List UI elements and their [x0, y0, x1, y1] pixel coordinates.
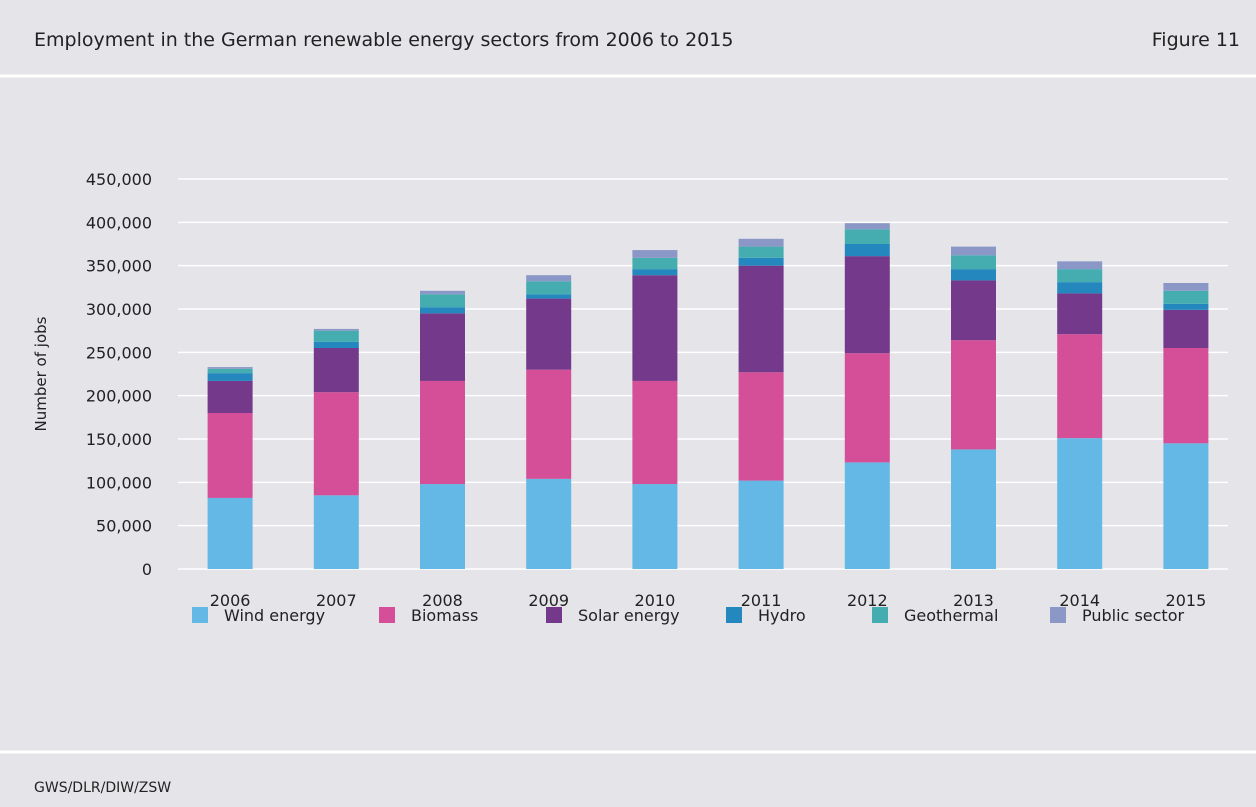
bar-segment	[951, 340, 996, 450]
legend-label: Geothermal	[904, 606, 998, 625]
bar-segment	[313, 392, 359, 496]
bar-segment	[526, 298, 572, 370]
bar-segment	[313, 495, 359, 569]
bar-segment	[207, 373, 253, 381]
bar-segment	[207, 380, 253, 413]
legend-label: Biomass	[411, 606, 478, 625]
bar-segment	[1057, 334, 1103, 439]
bar-segment	[420, 484, 465, 569]
bar-segment	[207, 413, 253, 498]
bar-segment	[738, 246, 784, 258]
bar-segment	[526, 294, 572, 299]
chart-title: Employment in the German renewable energ…	[34, 29, 733, 51]
bar-segment	[738, 238, 784, 247]
bar-segment	[951, 280, 996, 341]
bar-segment	[844, 256, 890, 354]
bar-segment	[738, 257, 784, 266]
bar-segment	[313, 341, 359, 348]
bar-segment	[844, 462, 890, 569]
legend-label: Wind energy	[224, 606, 325, 625]
bar-segment	[1057, 269, 1103, 283]
bar-segment	[951, 269, 996, 281]
bar-segment	[632, 380, 678, 485]
x-tick-label: 2014	[1059, 591, 1100, 610]
legend-swatch	[726, 607, 742, 623]
bar-segment	[738, 372, 784, 481]
x-tick-label: 2011	[741, 591, 782, 610]
y-tick-label: 150,000	[86, 430, 152, 449]
y-tick-label: 0	[142, 560, 152, 579]
x-tick-label: 2006	[210, 591, 251, 610]
bar-segment	[632, 275, 678, 381]
y-tick-label: 200,000	[86, 387, 152, 406]
bar-segment	[526, 369, 572, 479]
y-tick-label: 300,000	[86, 300, 152, 319]
bar-segment	[738, 265, 784, 373]
bar-segment	[420, 313, 465, 381]
y-axis-label: Number of jobs	[32, 316, 50, 431]
bar-segment	[313, 328, 359, 331]
legend-swatch	[546, 607, 562, 623]
bar-segment	[207, 367, 253, 369]
bar-segment	[1163, 348, 1209, 444]
bar-segment	[632, 484, 678, 569]
bar-segment	[313, 330, 359, 342]
legend-swatch	[872, 607, 888, 623]
bar-segment	[951, 449, 996, 569]
legend-label: Hydro	[758, 606, 806, 625]
bar-segment	[1163, 283, 1209, 291]
bar-segment	[632, 257, 678, 270]
y-tick-label: 450,000	[86, 170, 152, 189]
bar-segment	[313, 348, 359, 393]
bar-segment	[738, 480, 784, 569]
bar-segment	[1163, 290, 1209, 304]
source: GWS/DLR/DIW/ZSW	[34, 780, 171, 796]
bar-segment	[951, 246, 996, 256]
bar-segment	[526, 275, 572, 282]
bar-segment	[1057, 293, 1103, 335]
bar-segment	[844, 244, 890, 257]
x-tick-label: 2013	[953, 591, 994, 610]
y-tick-label: 400,000	[86, 213, 152, 232]
bar-segment	[1163, 303, 1209, 310]
legend-label: Solar energy	[578, 606, 680, 625]
y-tick-label: 250,000	[86, 343, 152, 362]
legend-swatch	[1050, 607, 1066, 623]
bar-segment	[207, 368, 253, 374]
bar-segment	[1163, 309, 1209, 348]
x-tick-label: 2010	[635, 591, 676, 610]
bar-segment	[1163, 443, 1209, 569]
bar-segment	[526, 281, 572, 295]
legend-swatch	[379, 607, 395, 623]
bar-segment	[844, 229, 890, 244]
legend-label: Public sector	[1082, 606, 1184, 625]
x-tick-label: 2007	[316, 591, 357, 610]
y-tick-label: 350,000	[86, 257, 152, 276]
x-tick-label: 2012	[847, 591, 888, 610]
bar-segment	[420, 290, 465, 295]
x-tick-label: 2009	[528, 591, 569, 610]
x-tick-label: 2015	[1166, 591, 1207, 610]
y-tick-label: 50,000	[96, 517, 152, 536]
bar-segment	[1057, 282, 1103, 294]
bar-segment	[526, 478, 572, 569]
figure-label: Figure 11	[1152, 29, 1240, 51]
bar-segment	[844, 223, 890, 230]
x-tick-label: 2008	[422, 591, 463, 610]
y-tick-label: 100,000	[86, 473, 152, 492]
bar-segment	[420, 294, 465, 308]
bar-segment	[632, 269, 678, 276]
bar-segment	[420, 307, 465, 314]
bar-segment	[207, 497, 253, 569]
bar-segment	[951, 255, 996, 270]
bar-segment	[420, 380, 465, 485]
bar-segment	[844, 353, 890, 463]
bar-segment	[1057, 438, 1103, 569]
bar-segment	[632, 250, 678, 258]
bar-segment	[1057, 261, 1103, 270]
legend-swatch	[192, 607, 208, 623]
